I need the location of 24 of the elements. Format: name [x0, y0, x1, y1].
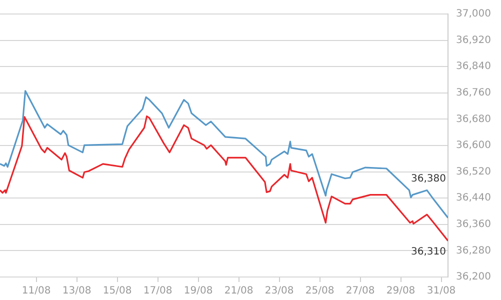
x-tick-label: 17/08	[143, 286, 172, 297]
y-tick-label: 36,920	[456, 34, 492, 46]
x-tick-label: 11/08	[22, 286, 51, 297]
y-tick-label: 36,440	[456, 192, 492, 204]
x-tick-label: 23/08	[264, 286, 294, 297]
x-tick-label: 27/08	[346, 286, 375, 297]
y-tick-label: 36,680	[456, 114, 492, 125]
y-tick-label: 36,280	[456, 245, 492, 256]
y-tick-label: 36,600	[456, 140, 492, 152]
x-tick-label: 31/08	[426, 286, 456, 297]
x-tick-label: 19/08	[184, 286, 213, 297]
x-tick-label: 15/08	[102, 286, 132, 297]
y-tick-label: 36,520	[456, 166, 492, 178]
y-tick-label: 36,360	[456, 218, 492, 230]
y-tick-label: 36,840	[456, 61, 492, 72]
annotation: 36,380	[411, 173, 446, 184]
x-tick-label: 25/08	[305, 286, 334, 297]
annotation: 36,310	[411, 246, 446, 258]
y-tick-label: 36,200	[456, 272, 492, 283]
y-tick-label: 36,760	[456, 87, 492, 98]
x-tick-label: 13/08	[62, 286, 92, 297]
y-tick-label: 37,000	[456, 8, 492, 20]
x-tick-label: 29/08	[386, 286, 416, 297]
x-tick-label: 21/08	[224, 286, 254, 297]
